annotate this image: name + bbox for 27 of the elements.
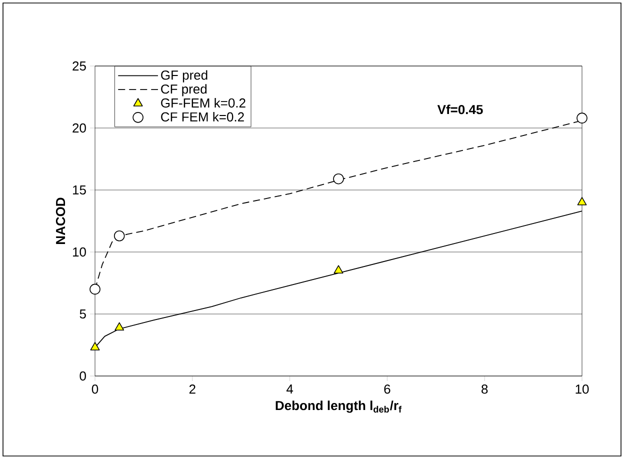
- point: [114, 322, 124, 331]
- y-tick-label: 20: [72, 123, 86, 133]
- y-tick-label: 10: [73, 247, 86, 257]
- annotation: Vf=0.45: [437, 104, 483, 114]
- x-tick-label: 2: [189, 384, 196, 394]
- x-tick-label: 0: [92, 384, 98, 394]
- y-tick-label: 15: [73, 185, 86, 195]
- point: [114, 230, 125, 242]
- y-tick-label: 0: [80, 371, 86, 381]
- x-tick-label: 10: [576, 384, 589, 394]
- point: [333, 173, 344, 184]
- point: [576, 112, 588, 124]
- legend-label: CF pred: [161, 84, 207, 96]
- legend-label: GF-FEM k=0.2: [161, 98, 246, 108]
- x-tick-label: 6: [384, 384, 390, 394]
- point: [577, 197, 587, 206]
- legend-label: CF FEM k=0.2: [161, 112, 244, 122]
- point: [90, 342, 100, 350]
- x-axis-title: Debond length l$_{deb}$/r$_{f}$: [276, 400, 402, 413]
- y-tick-label: 5: [80, 309, 86, 319]
- y-axis-title: NACOD: [56, 198, 66, 244]
- x-tick-label: 8: [482, 384, 488, 394]
- point: [334, 265, 344, 274]
- legend-label: GF pred: [161, 70, 208, 82]
- x-tick-label: 4: [286, 384, 294, 394]
- point: [90, 284, 100, 295]
- y-tick-label: 25: [72, 61, 86, 71]
